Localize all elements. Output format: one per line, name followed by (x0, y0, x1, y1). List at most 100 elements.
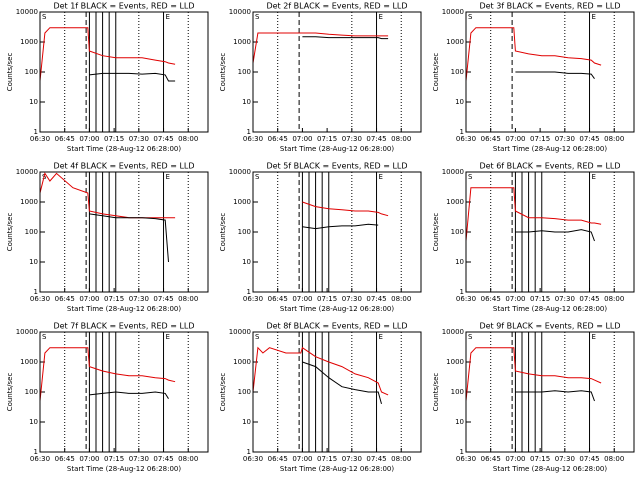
x-axis-label: Start Time (28-Aug-12 06:28:00) (280, 305, 394, 313)
y-tick-label: 100 (238, 68, 251, 76)
x-tick-label: 07:30 (342, 135, 362, 143)
annotation: E (379, 13, 383, 21)
series-line (39, 347, 176, 402)
y-tick-label: 1000 (446, 38, 464, 46)
y-tick-label: 10000 (16, 168, 38, 176)
x-tick-label: 08:00 (178, 135, 198, 143)
y-tick-label: 1 (247, 288, 251, 296)
plot-frame (465, 171, 635, 293)
x-tick-label: 07:30 (342, 455, 362, 463)
x-tick-label: 08:00 (604, 455, 624, 463)
chart-title: Det 3f BLACK = Events, RED = LLD (479, 2, 620, 11)
y-tick-label: 10000 (229, 328, 251, 336)
y-tick-label: 1 (34, 128, 38, 136)
x-tick-label: 07:45 (366, 135, 386, 143)
x-tick-label: 08:00 (391, 455, 411, 463)
x-tick-label: 08:00 (391, 135, 411, 143)
y-axis-label: Counts/sec (219, 53, 227, 92)
x-tick-label: 07:30 (342, 295, 362, 303)
y-tick-label: 10 (455, 98, 464, 106)
annotation: S (468, 173, 473, 181)
x-tick-label: 07:15 (530, 295, 550, 303)
plot-frame (252, 331, 422, 453)
x-tick-label: 06:30 (243, 295, 263, 303)
x-tick-label: 07:45 (366, 295, 386, 303)
plot-frame (252, 171, 422, 293)
x-tick-label: 06:45 (55, 135, 75, 143)
series-line (302, 36, 389, 40)
x-tick-label: 07:30 (129, 135, 149, 143)
annotation: E (166, 333, 170, 341)
annotation: S (255, 333, 260, 341)
y-tick-label: 1000 (233, 358, 251, 366)
x-tick-label: 06:45 (481, 295, 501, 303)
x-tick-label: 06:30 (456, 295, 476, 303)
annotation: E (592, 13, 596, 21)
x-tick-label: 06:45 (268, 455, 288, 463)
y-tick-label: 1000 (446, 358, 464, 366)
plot-frame (465, 11, 635, 133)
x-axis-label: Start Time (28-Aug-12 06:28:00) (493, 465, 607, 473)
x-tick-label: 06:45 (55, 295, 75, 303)
y-tick-label: 100 (451, 68, 464, 76)
x-tick-label: 07:00 (505, 135, 525, 143)
y-tick-label: 10000 (16, 8, 38, 16)
y-tick-label: 10 (242, 418, 251, 426)
x-tick-label: 07:00 (292, 135, 312, 143)
x-tick-label: 06:30 (30, 295, 50, 303)
x-tick-label: 07:15 (317, 295, 337, 303)
plot-frame (39, 171, 209, 293)
x-tick-label: 08:00 (604, 295, 624, 303)
x-tick-label: 06:30 (30, 135, 50, 143)
x-tick-label: 06:30 (243, 455, 263, 463)
y-axis-label: Counts/sec (432, 53, 440, 92)
y-tick-label: 10 (455, 258, 464, 266)
y-tick-label: 1000 (20, 358, 38, 366)
y-tick-label: 100 (25, 388, 38, 396)
chart-title: Det 6f BLACK = Events, RED = LLD (479, 162, 620, 171)
x-tick-label: 07:30 (129, 455, 149, 463)
x-tick-label: 07:30 (555, 295, 575, 303)
series-line (515, 390, 595, 402)
x-tick-label: 08:00 (178, 455, 198, 463)
x-tick-label: 07:15 (104, 135, 124, 143)
y-tick-label: 10000 (442, 328, 464, 336)
y-tick-label: 10 (29, 258, 38, 266)
x-tick-label: 07:45 (366, 455, 386, 463)
x-tick-label: 06:45 (55, 455, 75, 463)
chart-title: Det 2f BLACK = Events, RED = LLD (266, 2, 407, 11)
series-line (302, 361, 382, 405)
annotation: S (42, 13, 47, 21)
x-tick-label: 07:15 (530, 135, 550, 143)
x-tick-label: 07:15 (317, 455, 337, 463)
y-tick-label: 10 (242, 258, 251, 266)
y-tick-label: 100 (451, 388, 464, 396)
plot-frame (39, 331, 209, 453)
x-tick-label: 07:45 (153, 295, 173, 303)
y-tick-label: 1000 (233, 38, 251, 46)
series-line (252, 346, 389, 396)
chart-title: Det 5f BLACK = Events, RED = LLD (266, 162, 407, 171)
x-axis-label: Start Time (28-Aug-12 06:28:00) (493, 305, 607, 313)
x-tick-label: 07:45 (579, 295, 599, 303)
annotation: E (379, 333, 383, 341)
y-tick-label: 1 (247, 128, 251, 136)
x-tick-label: 07:00 (292, 455, 312, 463)
x-tick-label: 07:30 (555, 455, 575, 463)
x-tick-label: 07:00 (505, 295, 525, 303)
annotation: S (42, 333, 47, 341)
y-tick-label: 1000 (233, 198, 251, 206)
y-axis-label: Counts/sec (219, 213, 227, 252)
y-tick-label: 10 (29, 418, 38, 426)
series-line (39, 27, 176, 82)
series-line (302, 223, 379, 230)
x-tick-label: 08:00 (604, 135, 624, 143)
x-tick-label: 07:45 (153, 135, 173, 143)
x-tick-label: 07:45 (579, 135, 599, 143)
series-line (515, 229, 595, 242)
y-tick-label: 100 (238, 388, 251, 396)
chart-title: Det 1f BLACK = Events, RED = LLD (53, 2, 194, 11)
annotation: E (592, 333, 596, 341)
x-tick-label: 06:45 (481, 455, 501, 463)
y-tick-label: 10000 (229, 8, 251, 16)
